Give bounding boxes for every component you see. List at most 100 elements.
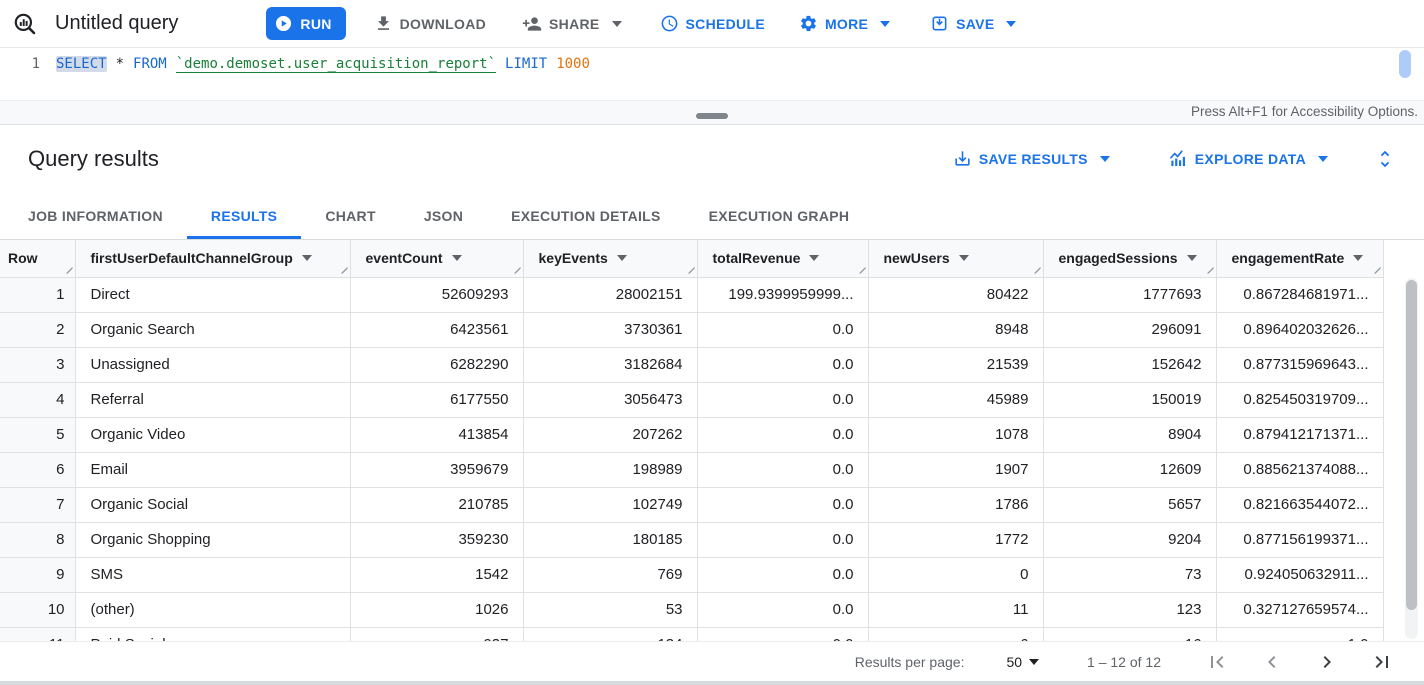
- engaged-sessions-cell: 152642: [1043, 347, 1217, 383]
- row-number-cell: 3: [0, 347, 76, 383]
- sql-keyword-from: FROM: [133, 56, 167, 72]
- editor-scrollbar-thumb[interactable]: [1399, 50, 1411, 78]
- event-count-cell: 6177550: [350, 382, 524, 418]
- engagement-rate-cell: 0.825450319709...: [1216, 382, 1384, 418]
- column-menu-icon[interactable]: [301, 255, 312, 262]
- expand-collapse-results-button[interactable]: [1374, 148, 1396, 170]
- column-header-keyEvents[interactable]: keyEvents: [523, 240, 698, 278]
- column-header-engagementRate[interactable]: engagementRate: [1216, 240, 1384, 278]
- column-resize-handle[interactable]: [1370, 263, 1381, 274]
- download-icon: [377, 16, 389, 30]
- engagement-rate-cell: 1.0: [1216, 627, 1384, 641]
- sql-code-line[interactable]: SELECT * FROM `demo.demoset.user_acquisitio…: [56, 48, 590, 100]
- tab-execution-details[interactable]: EXECUTION DETAILS: [511, 207, 661, 224]
- sql-table-reference[interactable]: `demo.demoset.user_acquisition_report`: [175, 56, 497, 73]
- table-scrollbar[interactable]: [1405, 278, 1418, 639]
- new-users-cell: 1772: [868, 522, 1044, 558]
- row-number-cell: 10: [0, 592, 76, 628]
- table-row: 4 Referral 6177550 3056473 0.0 45989 150…: [0, 382, 1384, 418]
- more-button-label: MORE: [824, 15, 869, 32]
- total-revenue-cell: 0.0: [697, 452, 869, 488]
- channel-group-cell: Referral: [75, 382, 351, 418]
- pagination-range: 1 – 12 of 12: [1087, 653, 1161, 670]
- table-row: 7 Organic Social 210785 102749 0.0 1786 …: [0, 487, 1384, 523]
- save-results-button[interactable]: SAVE RESULTS: [953, 149, 1110, 168]
- save-button[interactable]: SAVE: [930, 14, 1017, 33]
- next-page-button[interactable]: [1315, 650, 1339, 674]
- column-menu-icon[interactable]: [958, 255, 969, 262]
- channel-group-cell: SMS: [75, 557, 351, 593]
- column-header-eventCount[interactable]: eventCount: [350, 240, 524, 278]
- chevron-down-icon: [1099, 155, 1110, 162]
- engagement-rate-cell: 0.924050632911...: [1216, 557, 1384, 593]
- column-resize-handle[interactable]: [1030, 263, 1041, 274]
- results-tabbar: JOB INFORMATION RESULTS CHART JSON EXECU…: [0, 192, 1424, 240]
- channel-group-cell: Organic Search: [75, 312, 351, 348]
- new-users-cell: 21539: [868, 347, 1044, 383]
- column-resize-handle[interactable]: [337, 263, 348, 274]
- column-header-engagedSessions[interactable]: engagedSessions: [1043, 240, 1217, 278]
- column-header-newUsers[interactable]: newUsers: [868, 240, 1044, 278]
- explore-data-button[interactable]: EXPLORE DATA: [1168, 149, 1328, 169]
- channel-group-cell: Organic Shopping: [75, 522, 351, 558]
- event-count-cell: 6282290: [350, 347, 524, 383]
- first-page-button[interactable]: [1205, 650, 1229, 674]
- column-header-label: newUsers: [883, 250, 950, 267]
- column-resize-handle[interactable]: [62, 263, 73, 274]
- query-results-header: Query results SAVE RESULTS EXPLORE DATA: [0, 125, 1424, 192]
- engaged-sessions-cell: 16: [1043, 627, 1217, 641]
- column-header-totalRevenue[interactable]: totalRevenue: [697, 240, 869, 278]
- run-button[interactable]: RUN: [266, 7, 346, 40]
- row-number-cell: 6: [0, 452, 76, 488]
- editor-results-splitter: Press Alt+F1 for Accessibility Options.: [0, 100, 1424, 125]
- channel-group-cell: Organic Social: [75, 487, 351, 523]
- tab-json[interactable]: JSON: [423, 207, 464, 224]
- key-events-cell: 207262: [523, 417, 698, 453]
- engaged-sessions-cell: 5657: [1043, 487, 1217, 523]
- column-menu-icon[interactable]: [616, 255, 627, 262]
- tab-results[interactable]: RESULTS: [187, 192, 301, 239]
- tab-job-information[interactable]: JOB INFORMATION: [28, 207, 163, 224]
- previous-page-button[interactable]: [1260, 650, 1284, 674]
- row-number-cell: 5: [0, 417, 76, 453]
- engaged-sessions-cell: 12609: [1043, 452, 1217, 488]
- share-button[interactable]: SHARE: [522, 14, 622, 34]
- key-events-cell: 28002151: [523, 277, 698, 313]
- results-table: Row firstUserDefaultChannelGroup eventCo…: [0, 240, 1384, 641]
- column-resize-handle[interactable]: [1203, 263, 1214, 274]
- new-users-cell: 11: [868, 592, 1044, 628]
- column-menu-icon[interactable]: [451, 255, 462, 262]
- column-menu-icon[interactable]: [809, 255, 820, 262]
- column-header-label: eventCount: [365, 250, 443, 267]
- engagement-rate-cell: 0.821663544072...: [1216, 487, 1384, 523]
- column-header-label: totalRevenue: [712, 250, 801, 267]
- channel-group-cell: Unassigned: [75, 347, 351, 383]
- share-button-label: SHARE: [549, 15, 600, 32]
- tab-chart[interactable]: CHART: [325, 207, 376, 224]
- column-header-firstUserDefaultChannelGroup[interactable]: firstUserDefaultChannelGroup: [75, 240, 351, 278]
- table-scrollbar-thumb[interactable]: [1406, 280, 1417, 610]
- sql-editor[interactable]: 1 SELECT * FROM `demo.demoset.user_acquisit…: [0, 48, 1424, 100]
- new-users-cell: 1786: [868, 487, 1044, 523]
- sql-keyword-select: SELECT: [56, 56, 107, 72]
- play-icon: [276, 15, 292, 32]
- column-resize-handle[interactable]: [510, 263, 521, 274]
- event-count-cell: 937: [350, 627, 524, 641]
- column-menu-icon[interactable]: [1353, 255, 1364, 262]
- engagement-rate-cell: 0.867284681971...: [1216, 277, 1384, 313]
- last-page-button[interactable]: [1370, 650, 1394, 674]
- sql-keyword-limit: LIMIT: [505, 56, 548, 72]
- page-size-select[interactable]: 50: [1006, 654, 1040, 670]
- more-button[interactable]: MORE: [799, 14, 891, 33]
- column-resize-handle[interactable]: [684, 263, 695, 274]
- column-menu-icon[interactable]: [1186, 255, 1197, 262]
- new-users-cell: 0: [868, 557, 1044, 593]
- download-button[interactable]: DOWNLOAD: [374, 14, 486, 33]
- total-revenue-cell: 0.0: [697, 417, 869, 453]
- column-resize-handle[interactable]: [855, 263, 866, 274]
- save-icon: [932, 16, 947, 31]
- gear-icon: [801, 15, 816, 32]
- tab-execution-graph[interactable]: EXECUTION GRAPH: [708, 207, 850, 224]
- splitter-drag-handle[interactable]: [696, 113, 728, 119]
- schedule-button[interactable]: SCHEDULE: [660, 14, 765, 33]
